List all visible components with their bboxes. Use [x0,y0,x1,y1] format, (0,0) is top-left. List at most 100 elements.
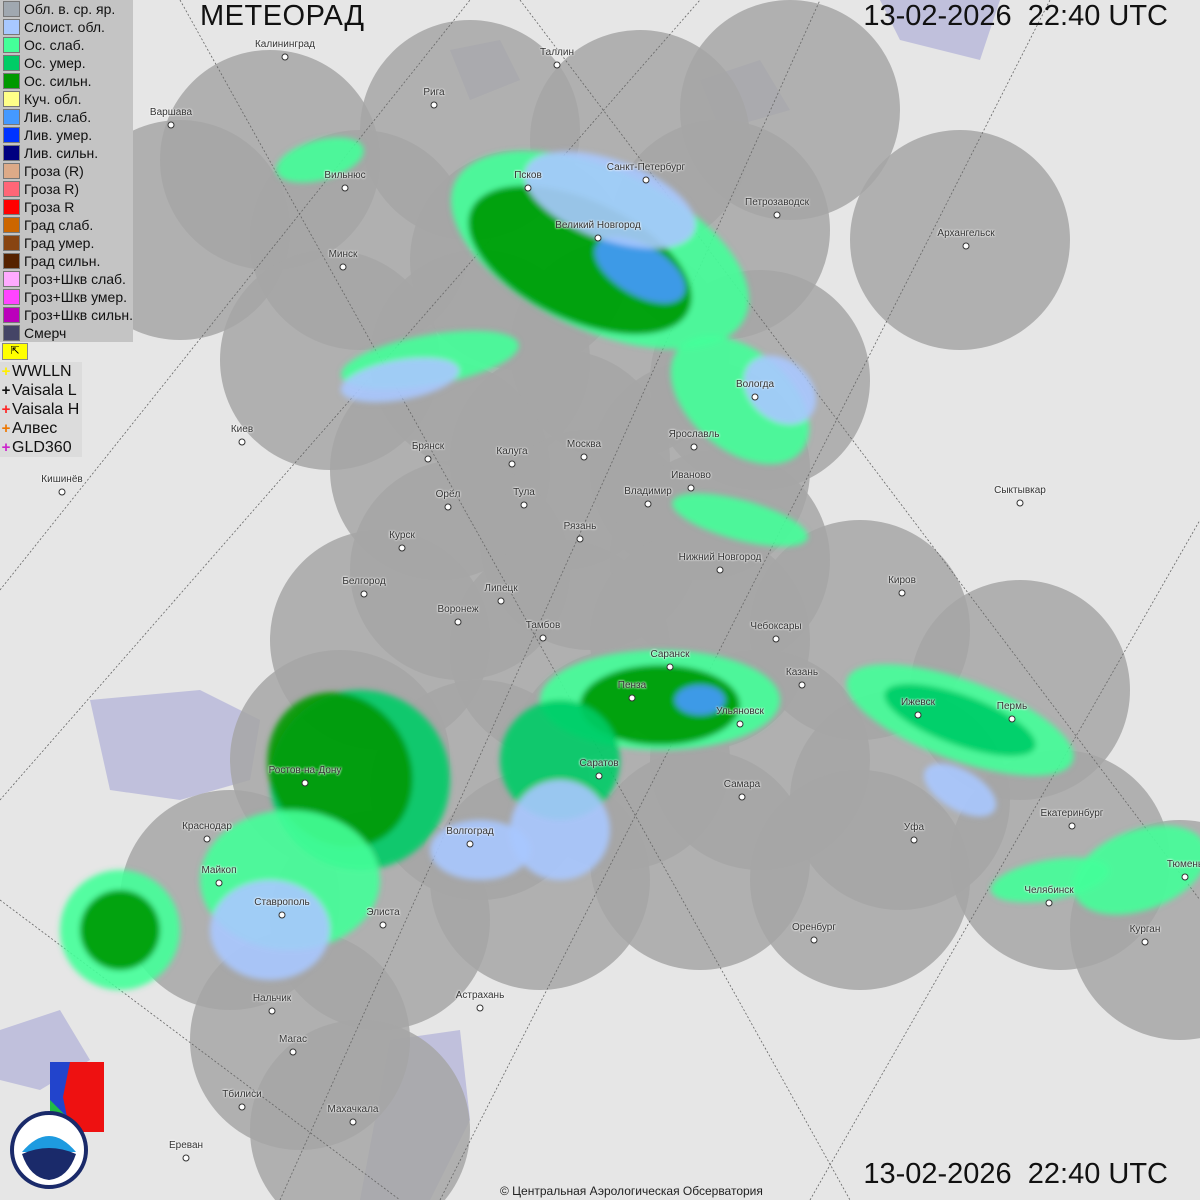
legend-swatch [3,217,20,233]
city-marker-icon [751,393,759,401]
city-label: Великий Новгород [555,220,641,231]
city-marker-icon [644,500,652,508]
radar-circle [750,770,970,990]
legend-swatch [3,181,20,197]
city-marker-icon [289,1048,297,1056]
legend-item: Ос. умер. [0,54,133,72]
city-label: Самара [723,779,761,790]
precipitation-echo [80,890,160,970]
city-marker-icon [1008,715,1016,723]
city-label: Нижний Новгород [678,552,762,563]
city-marker-icon [810,936,818,944]
city-label: Владимир [624,486,672,497]
city-marker-icon [167,121,175,129]
legend-item: Гроза (R) [0,162,133,180]
city-label: Ярославль [668,429,720,440]
city-marker-icon [553,61,561,69]
city-marker-icon [398,544,406,552]
city-marker-icon [666,663,674,671]
city-marker-icon [278,911,286,919]
legend-swatch [3,37,20,53]
city-label: Рига [423,87,445,98]
city-marker-icon [301,779,309,787]
precipitation-echo [524,151,696,249]
city-label: Ростов-на-Дону [268,765,342,776]
city-label: Ставрополь [254,897,310,908]
city-label: Пенза [617,680,647,691]
city-marker-icon [58,488,66,496]
lightning-source-label: Vaisala H [12,400,80,418]
legend-label: Слоист. обл. [24,19,105,35]
city-label: Элиста [366,907,400,918]
lightning-source-toggle[interactable]: + GLD360 [0,438,82,457]
city-label: Сыктывкар [994,485,1046,496]
city-marker-icon [594,234,602,242]
city-label: Калуга [496,446,528,457]
city-marker-icon [349,1118,357,1126]
legend-item: Ос. сильн. [0,72,133,90]
lightning-source-toggle[interactable]: + Алвес [0,419,82,438]
city-marker-icon [576,535,584,543]
legend-item: Ос. слаб. [0,36,133,54]
city-marker-icon [476,1004,484,1012]
city-marker-icon [962,242,970,250]
city-marker-icon [1181,873,1189,881]
city-label: Махачкала [327,1104,379,1115]
radar-circle [590,750,810,970]
city-marker-icon [466,840,474,848]
legend-item: Гроз+Шкв слаб. [0,270,133,288]
precipitation-echo [990,857,1110,903]
city-marker-icon [539,634,547,642]
city-label: Вильнюс [324,170,366,181]
precipitation-echo [743,355,817,425]
cross-icon: + [1,439,11,456]
precipitation-echo [675,685,725,715]
precipitation-echo [276,137,364,183]
lightning-source-toggle[interactable]: + Vaisala H [0,400,82,419]
legend-item: Куч. обл. [0,90,133,108]
lightning-source-toggle[interactable]: + Vaisala L [0,381,82,400]
city-marker-icon [1141,938,1149,946]
city-label: Петрозаводск [745,197,809,208]
city-marker-icon [1045,899,1053,907]
legend-label: Ос. сильн. [24,73,92,89]
city-label: Ереван [168,1140,204,1151]
city-label: Псков [514,170,542,181]
city-marker-icon [444,503,452,511]
legend-swatch [3,91,20,107]
lightning-source-toggle[interactable]: + WWLLN [0,362,82,381]
city-label: Курск [389,530,415,541]
city-marker-icon [508,460,516,468]
legend-label: Куч. обл. [24,91,82,107]
city-marker-icon [772,635,780,643]
copyright-notice: © Центральная Аэрологическая Обсерватори… [500,1184,763,1198]
legend-item: Слоист. обл. [0,18,133,36]
city-marker-icon [341,184,349,192]
legend-label: Гроз+Шкв сильн. [24,307,133,323]
city-label: Пермь [996,701,1028,712]
precipitation-echo [1072,825,1200,915]
city-marker-icon [203,835,211,843]
precipitation-echo [923,763,997,817]
city-marker-icon [628,694,636,702]
city-label: Киев [230,424,254,435]
city-marker-icon [497,597,505,605]
city-marker-icon [738,793,746,801]
city-label: Орёл [435,489,461,500]
city-marker-icon [379,921,387,929]
flag-icon[interactable]: ⇱ [2,343,28,360]
city-label: Тюмень [1166,859,1200,870]
legend-swatch [3,55,20,71]
legend-swatch [3,307,20,323]
precipitation-echoes [60,137,1200,990]
city-label: Челябинск [1024,885,1074,896]
legend-swatch [3,235,20,251]
city-label: Санкт-Петербург [606,162,686,173]
city-label: Тула [513,487,535,498]
city-label: Кишинёв [41,474,83,485]
city-label: Уфа [903,822,925,833]
lightning-source-label: WWLLN [12,362,72,380]
city-marker-icon [182,1154,190,1162]
legend-item: Гроза R) [0,180,133,198]
